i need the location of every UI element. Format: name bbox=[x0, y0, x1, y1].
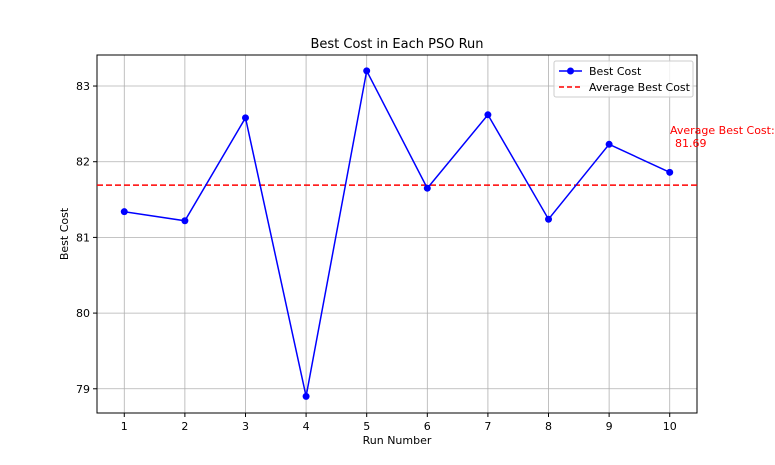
legend-marker-best-cost bbox=[567, 67, 574, 75]
data-point bbox=[484, 111, 492, 119]
y-tick-label: 82 bbox=[76, 156, 90, 169]
data-point bbox=[302, 392, 310, 400]
legend-label-average: Average Best Cost bbox=[589, 81, 691, 94]
average-annotation-value: 81.69 bbox=[675, 137, 707, 150]
x-tick-label: 9 bbox=[606, 420, 613, 433]
plot-frame bbox=[96, 54, 698, 414]
y-tick-label: 83 bbox=[76, 80, 90, 93]
data-point bbox=[363, 67, 371, 75]
legend-box bbox=[553, 60, 694, 98]
series-line bbox=[124, 68, 671, 397]
data-point bbox=[545, 215, 553, 223]
data-point bbox=[120, 208, 128, 216]
x-tick-label: 1 bbox=[121, 420, 128, 433]
data-point bbox=[241, 114, 249, 122]
x-tick-label: 10 bbox=[663, 420, 677, 433]
legend: Best Cost Average Best Cost bbox=[553, 60, 694, 98]
data-point bbox=[181, 217, 189, 225]
data-point bbox=[605, 140, 613, 148]
y-tick-label: 79 bbox=[76, 383, 90, 396]
x-tick-label: 5 bbox=[363, 420, 370, 433]
y-tick-label: 81 bbox=[76, 231, 90, 244]
x-tick-label: 3 bbox=[242, 420, 249, 433]
x-tick-label: 7 bbox=[484, 420, 491, 433]
x-axis-ticks: 1 2 3 4 5 6 7 8 9 10 bbox=[121, 413, 677, 433]
series-group bbox=[120, 67, 674, 400]
x-axis-label: Run Number bbox=[363, 434, 432, 447]
y-tick-label: 80 bbox=[76, 307, 90, 320]
average-annotation-line1: Average Best Cost: bbox=[670, 124, 775, 137]
data-point bbox=[666, 168, 674, 176]
x-tick-label: 8 bbox=[545, 420, 552, 433]
data-point bbox=[423, 184, 431, 192]
y-axis-label: Best Cost bbox=[58, 207, 71, 260]
grid bbox=[97, 55, 697, 413]
legend-label-best-cost: Best Cost bbox=[589, 65, 642, 78]
x-tick-label: 6 bbox=[424, 420, 431, 433]
x-tick-label: 4 bbox=[303, 420, 310, 433]
chart-title: Best Cost in Each PSO Run bbox=[310, 37, 483, 52]
y-axis-ticks: 79 80 81 82 83 bbox=[76, 80, 97, 396]
x-tick-label: 2 bbox=[181, 420, 188, 433]
